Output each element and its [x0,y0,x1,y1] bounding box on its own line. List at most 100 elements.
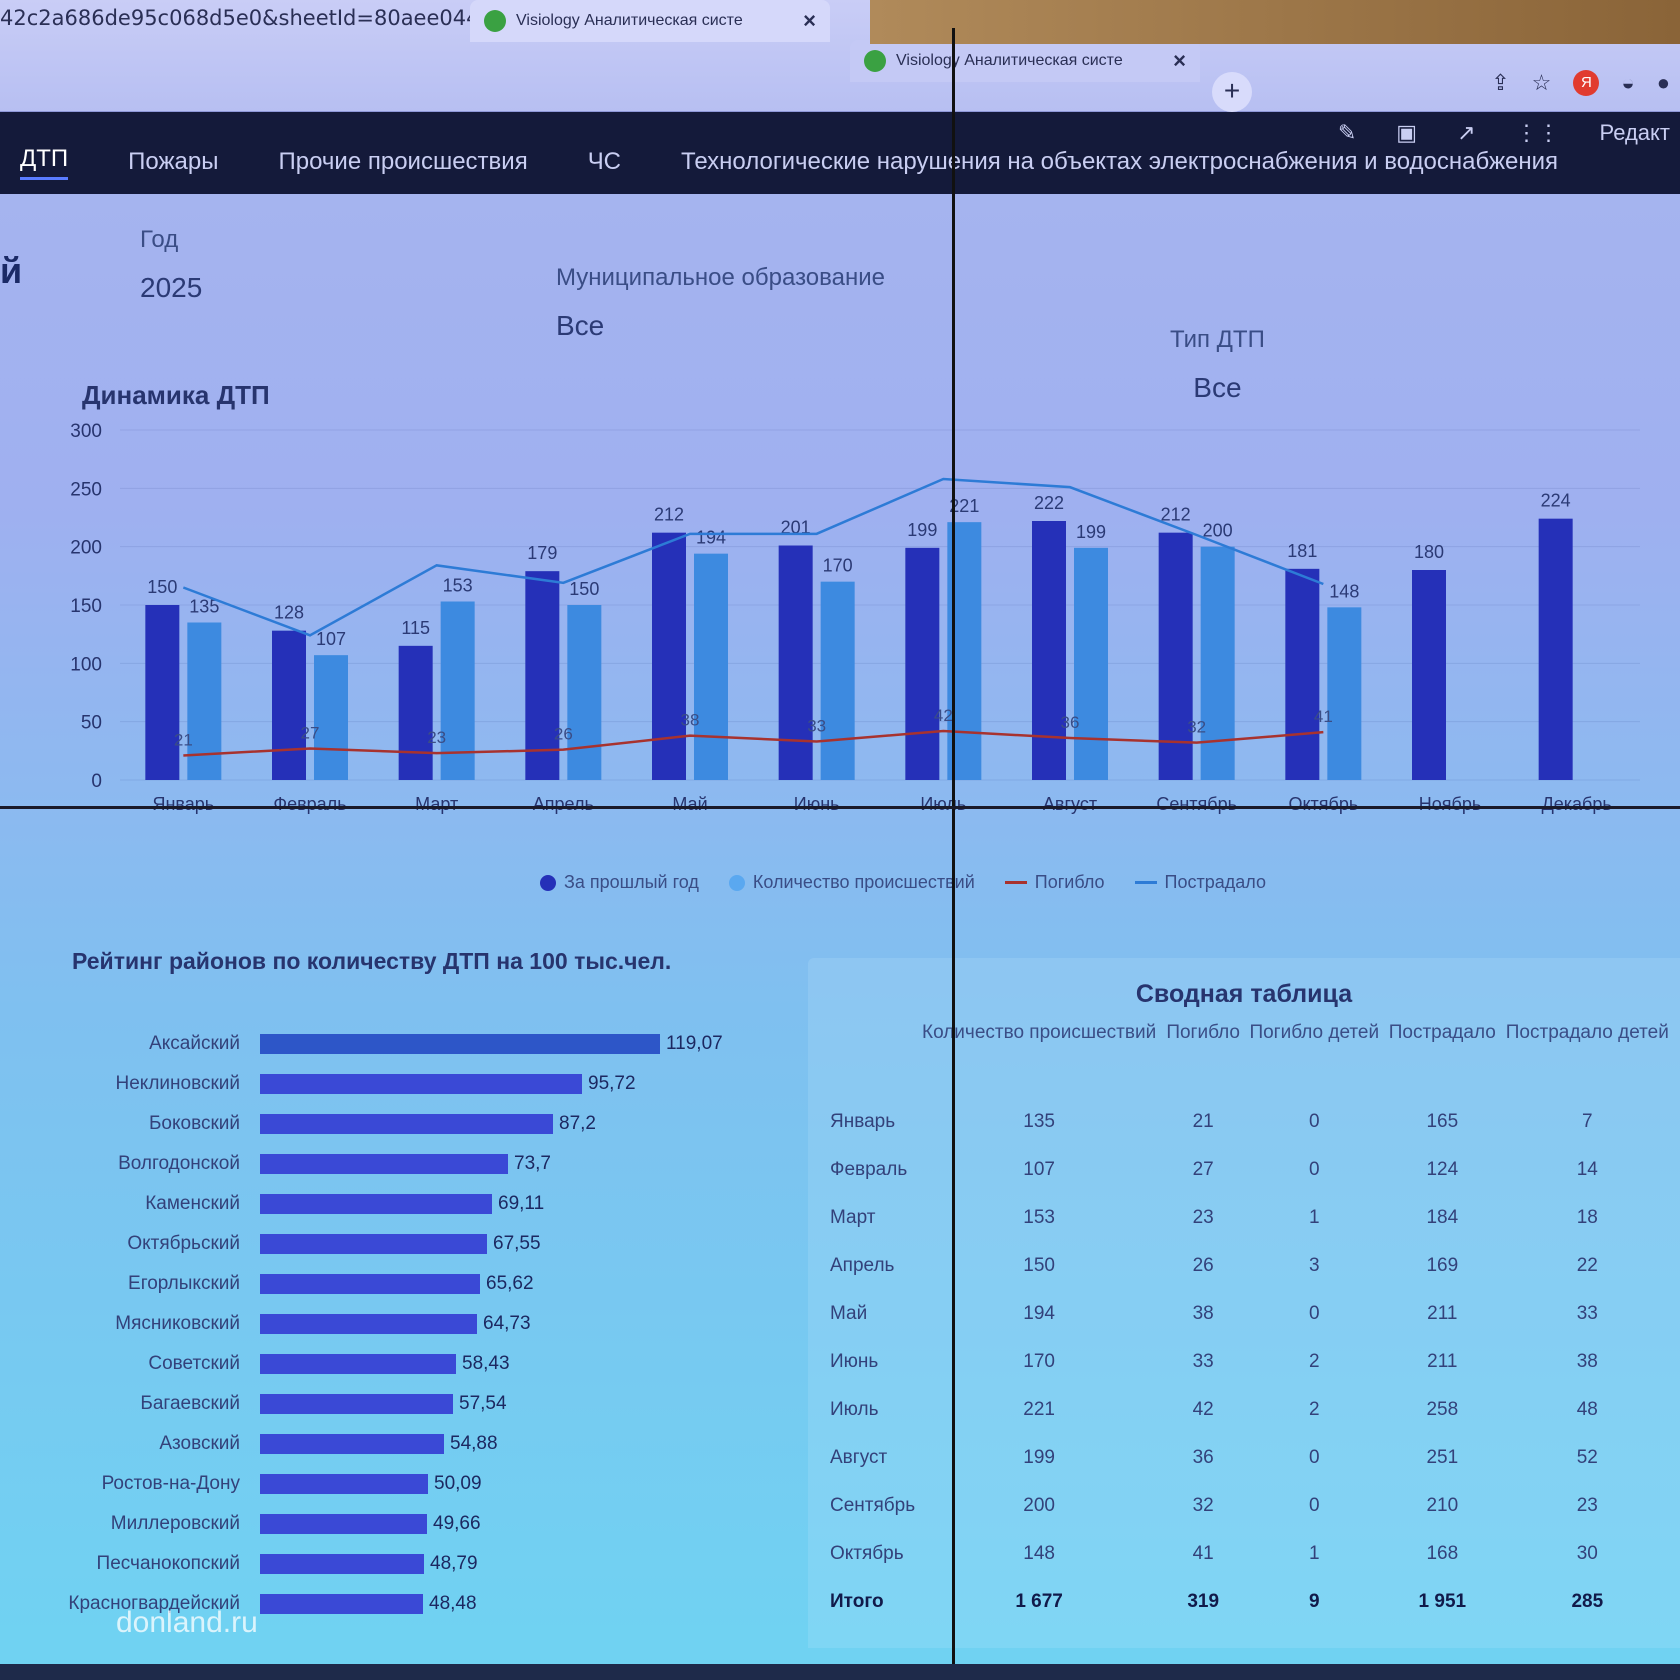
monitor-bezel [0,1664,1680,1680]
tab-emergencies[interactable]: ЧС [587,148,622,175]
ranking-row[interactable]: Каменский 69,11 [60,1184,780,1224]
filter-value[interactable]: Все [1193,372,1242,403]
column-header[interactable]: Погибло детей [1249,1022,1380,1043]
value-cell: 211 [1427,1351,1458,1372]
tab-tech-violations[interactable]: Технологические нарушения на объектах эл… [681,148,1558,175]
year-filter[interactable]: Год 2025 [140,226,202,304]
ranking-row[interactable]: Мясниковский 64,73 [60,1304,780,1344]
legend-injured[interactable]: Пострадало [1134,872,1266,893]
value-cell: 21 [1192,1111,1214,1132]
column-header[interactable]: Количество происшествий [922,1022,1157,1043]
ranking-row[interactable]: Миллеровский 49,66 [60,1504,780,1544]
ranking-district-name: Песчанокопский [96,1553,240,1574]
value-cell: 2 [1308,1399,1320,1420]
ranking-district-name: Ростов-на-Дону [101,1473,240,1494]
ranking-bar [260,1314,477,1334]
tab-fires[interactable]: Пожары [128,148,219,175]
value-cell: 48 [1576,1399,1598,1420]
filter-label: Год [140,226,179,253]
value-cell: 194 [1023,1303,1055,1324]
bar-label: 224 [1541,491,1571,511]
x-tick-label: Октябрь [1288,794,1358,814]
screenshot-icon[interactable]: ▣ [1396,120,1418,145]
ranking-value: 50,09 [434,1473,482,1494]
column-header[interactable] [818,1018,916,1098]
month-cell: Итого [830,1591,884,1612]
bar-prev-year [1285,568,1320,780]
bar-incidents [440,601,475,780]
tab-other-incidents[interactable]: Прочие происшествия [278,148,528,175]
legend-incidents[interactable]: Количество происшествий [728,872,975,893]
ranking-row[interactable]: Багаевский 57,54 [60,1384,780,1424]
value-cell: 32 [1192,1495,1214,1516]
filter-value[interactable]: 2025 [140,272,203,303]
bar-label: 222 [1034,493,1064,513]
filter-value[interactable]: Все [556,310,605,341]
municipality-filter[interactable]: Муниципальное образование Все [556,264,885,342]
tab-dtp[interactable]: ДТП [20,145,69,180]
tab-title: Visiology Аналитическая систе [896,52,1123,69]
bar-incidents [1200,546,1235,780]
new-tab-button[interactable]: + [1212,72,1252,112]
value-cell: 168 [1426,1543,1459,1564]
browser-tab-1[interactable]: Visiology Аналитическая систе × [470,0,830,42]
value-cell: 0 [1308,1495,1320,1516]
table-row: Март 153 23 1 184 18 [818,1194,1674,1242]
ranking-row[interactable]: Красногвардейский 48,48 [60,1584,780,1624]
extension-icon[interactable]: ◒ [1621,70,1635,95]
value-cell: 165 [1426,1111,1459,1132]
y-tick-label: 100 [70,654,102,675]
apps-grid-icon[interactable]: ⋮⋮ [1515,120,1560,145]
ranking-district-name: Аксайский [149,1033,240,1054]
bar-prev-year [272,630,306,780]
y-tick-label: 200 [70,538,102,559]
extension-icon[interactable]: ● [1656,70,1670,95]
bar-label: 212 [1161,505,1191,525]
ranking-row[interactable]: Ростов-на-Дону 50,09 [60,1464,780,1504]
browser-tab-2[interactable]: Visiology Аналитическая систе × [850,40,1200,82]
bar-label: 199 [907,520,937,540]
ranking-value: 64,73 [483,1313,531,1334]
close-icon[interactable]: × [803,8,816,33]
bar-label: 212 [654,505,684,525]
yandex-icon[interactable]: Я [1573,70,1600,96]
ranking-row[interactable]: Аксайский 119,07 [60,1024,780,1064]
bar-incidents [314,655,348,780]
edit-link[interactable]: Редакт [1599,120,1670,145]
ranking-district-name: Красногвардейский [68,1593,240,1614]
x-tick-label: Декабрь [1542,794,1612,814]
column-header[interactable]: Пострадало [1388,1022,1496,1043]
bar-label: 128 [274,603,304,623]
ranking-row[interactable]: Песчанокопский 48,79 [60,1544,780,1584]
month-cell: Февраль [830,1159,908,1180]
ranking-row[interactable]: Октябрьский 67,55 [60,1224,780,1264]
star-icon[interactable]: ☆ [1531,70,1552,95]
ranking-row[interactable]: Советский 58,43 [60,1344,780,1384]
ranking-row[interactable]: Боковский 87,2 [60,1104,780,1144]
close-icon[interactable]: × [1173,48,1186,73]
value-cell: 7 [1582,1111,1593,1132]
bar-label: 150 [569,579,599,599]
bar-incidents [694,553,728,780]
column-header[interactable]: Погибло [1166,1022,1240,1043]
value-cell: 221 [1023,1399,1055,1420]
page-title: й [0,250,23,291]
brush-icon[interactable]: ✎ [1337,120,1357,145]
column-header[interactable]: Пострадало детей [1505,1022,1669,1043]
ranking-row[interactable]: Егорлыкский 65,62 [60,1264,780,1304]
month-cell: Январь [830,1111,896,1132]
open-external-icon[interactable]: ↗ [1457,120,1476,145]
legend-prev-year[interactable]: За прошлый год [540,872,699,893]
ranking-row[interactable]: Неклиновский 95,72 [60,1064,780,1104]
incident-type-filter[interactable]: Тип ДТП Все [1170,326,1265,404]
ranking-row[interactable]: Азовский 54,88 [60,1424,780,1464]
legend-died[interactable]: Погибло [1004,872,1105,893]
share-icon[interactable]: ⇪ [1491,70,1510,95]
ranking-value: 67,55 [493,1233,541,1254]
value-cell: 3 [1308,1255,1320,1276]
ranking-row[interactable]: Волгодонской 73,7 [60,1144,780,1184]
summary-table: Количество происшествий Погибло Погибло де… [818,1018,1674,1626]
y-tick-label: 0 [91,771,102,792]
x-tick-label: Январь [152,794,214,814]
month-cell: Июнь [830,1351,879,1372]
